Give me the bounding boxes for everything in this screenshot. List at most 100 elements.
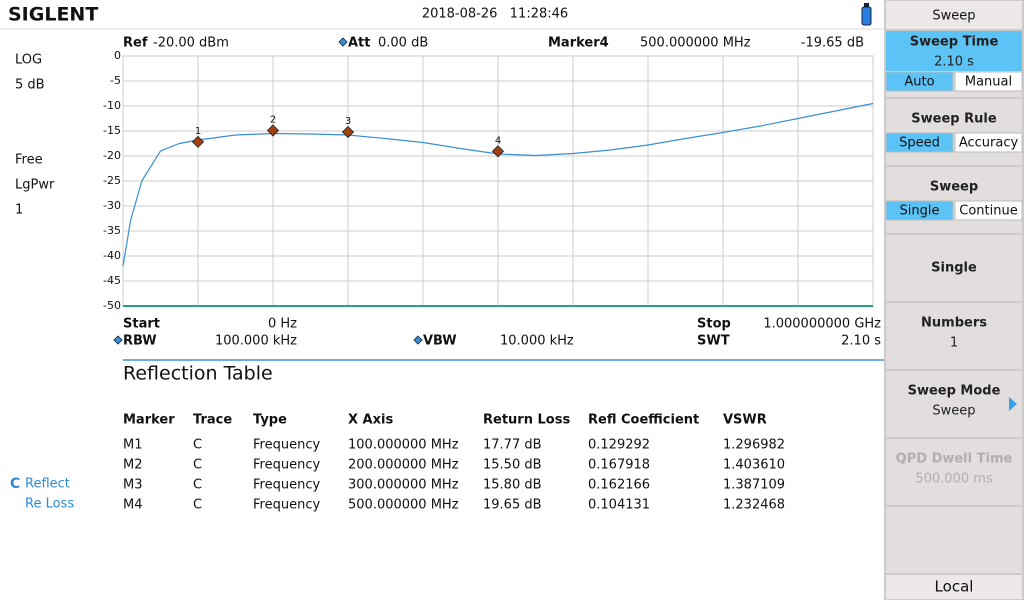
menu-option[interactable]	[885, 132, 954, 153]
ref-value: -20.00 dBm	[153, 36, 229, 51]
vbw-icon	[413, 335, 423, 345]
menu-option-label: Auto	[904, 75, 934, 90]
menu-button[interactable]	[886, 167, 1022, 233]
vbw-label: VBW	[423, 334, 457, 349]
menu-option[interactable]	[954, 200, 1023, 221]
menu-value: Sweep	[932, 404, 975, 419]
menu-button[interactable]	[886, 371, 1022, 437]
menu-label: Sweep Rule	[911, 112, 997, 127]
marker	[341, 125, 355, 139]
menu-option-label: Continue	[959, 204, 1017, 219]
table-cell: 17.77 dB	[483, 438, 542, 453]
battery-icon	[861, 6, 872, 26]
att-value: 0.00 dB	[378, 36, 428, 51]
menu-option[interactable]	[954, 71, 1023, 92]
menu-option[interactable]	[954, 132, 1023, 153]
swt-label: SWT	[697, 334, 730, 349]
brand-logo: SIGLENT	[8, 4, 98, 26]
trace-format: Re Loss	[25, 497, 74, 512]
menu-title: Sweep	[932, 9, 975, 24]
menu-label: Sweep	[930, 180, 978, 195]
marker-freq: 500.000000 MHz	[640, 36, 751, 51]
start-value: 0 Hz	[268, 317, 297, 332]
menu-label: Single	[931, 261, 977, 276]
y-tick-label: -10	[103, 99, 121, 112]
scale-division: 5 dB	[15, 78, 45, 93]
menu-option[interactable]	[885, 71, 954, 92]
trace-mode: Reflect	[25, 477, 70, 492]
table-cell: M3	[123, 478, 143, 493]
y-tick-label: -35	[103, 224, 121, 237]
marker-label: Marker4	[548, 36, 609, 51]
marker	[191, 135, 205, 148]
submenu-arrow	[1009, 397, 1017, 411]
marker	[266, 124, 280, 137]
column-header: Return Loss	[483, 413, 570, 428]
scale-type: LOG	[15, 53, 42, 68]
marker-label: 4	[495, 135, 501, 146]
table-cell: 0.104131	[588, 498, 650, 513]
table-cell: 15.80 dB	[483, 478, 542, 493]
table-cell: 0.129292	[588, 438, 650, 453]
menu-option-label: Speed	[899, 136, 940, 151]
vbw-value: 10.000 kHz	[500, 334, 574, 349]
table-cell: C	[193, 498, 202, 513]
table-cell: 1.232468	[723, 498, 785, 513]
menu-button	[886, 439, 1022, 505]
marker-label: 3	[345, 116, 351, 127]
trigger: Free	[15, 153, 43, 168]
local-button[interactable]	[886, 575, 1022, 599]
table-cell: 1.387109	[723, 478, 785, 493]
trace-id: C	[10, 476, 20, 492]
att-icon	[338, 37, 348, 47]
stop-value: 1.000000000 GHz	[763, 317, 881, 332]
menu-button[interactable]	[886, 303, 1022, 369]
rbw-label: RBW	[123, 334, 157, 349]
y-tick-label: -30	[103, 199, 121, 212]
table-cell: 0.167918	[588, 458, 650, 473]
table-cell: C	[193, 478, 202, 493]
menu-button[interactable]	[886, 99, 1022, 165]
menu-button[interactable]	[886, 235, 1022, 301]
table-title: Reflection Table	[123, 363, 273, 385]
y-tick-label: -20	[103, 149, 121, 162]
menu-option-label: Accuracy	[959, 136, 1019, 151]
table-cell: C	[193, 458, 202, 473]
y-tick-label: -5	[110, 74, 121, 87]
y-tick-label: -15	[103, 124, 121, 137]
start-label: Start	[123, 317, 160, 332]
menu-label: QPD Dwell Time	[896, 452, 1013, 467]
table-cell: Frequency	[253, 458, 320, 473]
menu-title-bg	[886, 1, 1022, 29]
table-cell: 0.162166	[588, 478, 650, 493]
rbw-icon	[113, 335, 123, 345]
detector: LgPwr	[15, 178, 55, 193]
table-cell: M1	[123, 438, 143, 453]
table-cell: 15.50 dB	[483, 458, 542, 473]
menu-option[interactable]	[885, 200, 954, 221]
column-header: Marker	[123, 413, 175, 428]
y-tick-label: -40	[103, 249, 121, 262]
table-cell: 300.000000 MHz	[348, 478, 459, 493]
trace	[122, 102, 874, 267]
table-cell: M4	[123, 498, 143, 513]
datetime: 2018-08-26 11:28:46	[422, 7, 568, 22]
table-cell: 19.65 dB	[483, 498, 542, 513]
table-cell: 500.000000 MHz	[348, 498, 459, 513]
marker-value: -19.65 dB	[801, 36, 864, 51]
battery-tip	[864, 3, 869, 7]
marker	[491, 145, 505, 158]
menu-value: 500.000 ms	[915, 472, 993, 487]
y-tick-label: 0	[114, 49, 121, 62]
column-header: X Axis	[348, 413, 393, 428]
swt-value: 2.10 s	[841, 334, 881, 349]
table-cell: M2	[123, 458, 143, 473]
rbw-value: 100.000 kHz	[215, 334, 297, 349]
marker-label: 1	[195, 126, 201, 137]
table-cell: 200.000000 MHz	[348, 458, 459, 473]
table-cell: 1.296982	[723, 438, 785, 453]
y-tick-label: -50	[103, 299, 121, 312]
menu-button	[886, 507, 1022, 573]
menu-value: 1	[950, 336, 958, 351]
